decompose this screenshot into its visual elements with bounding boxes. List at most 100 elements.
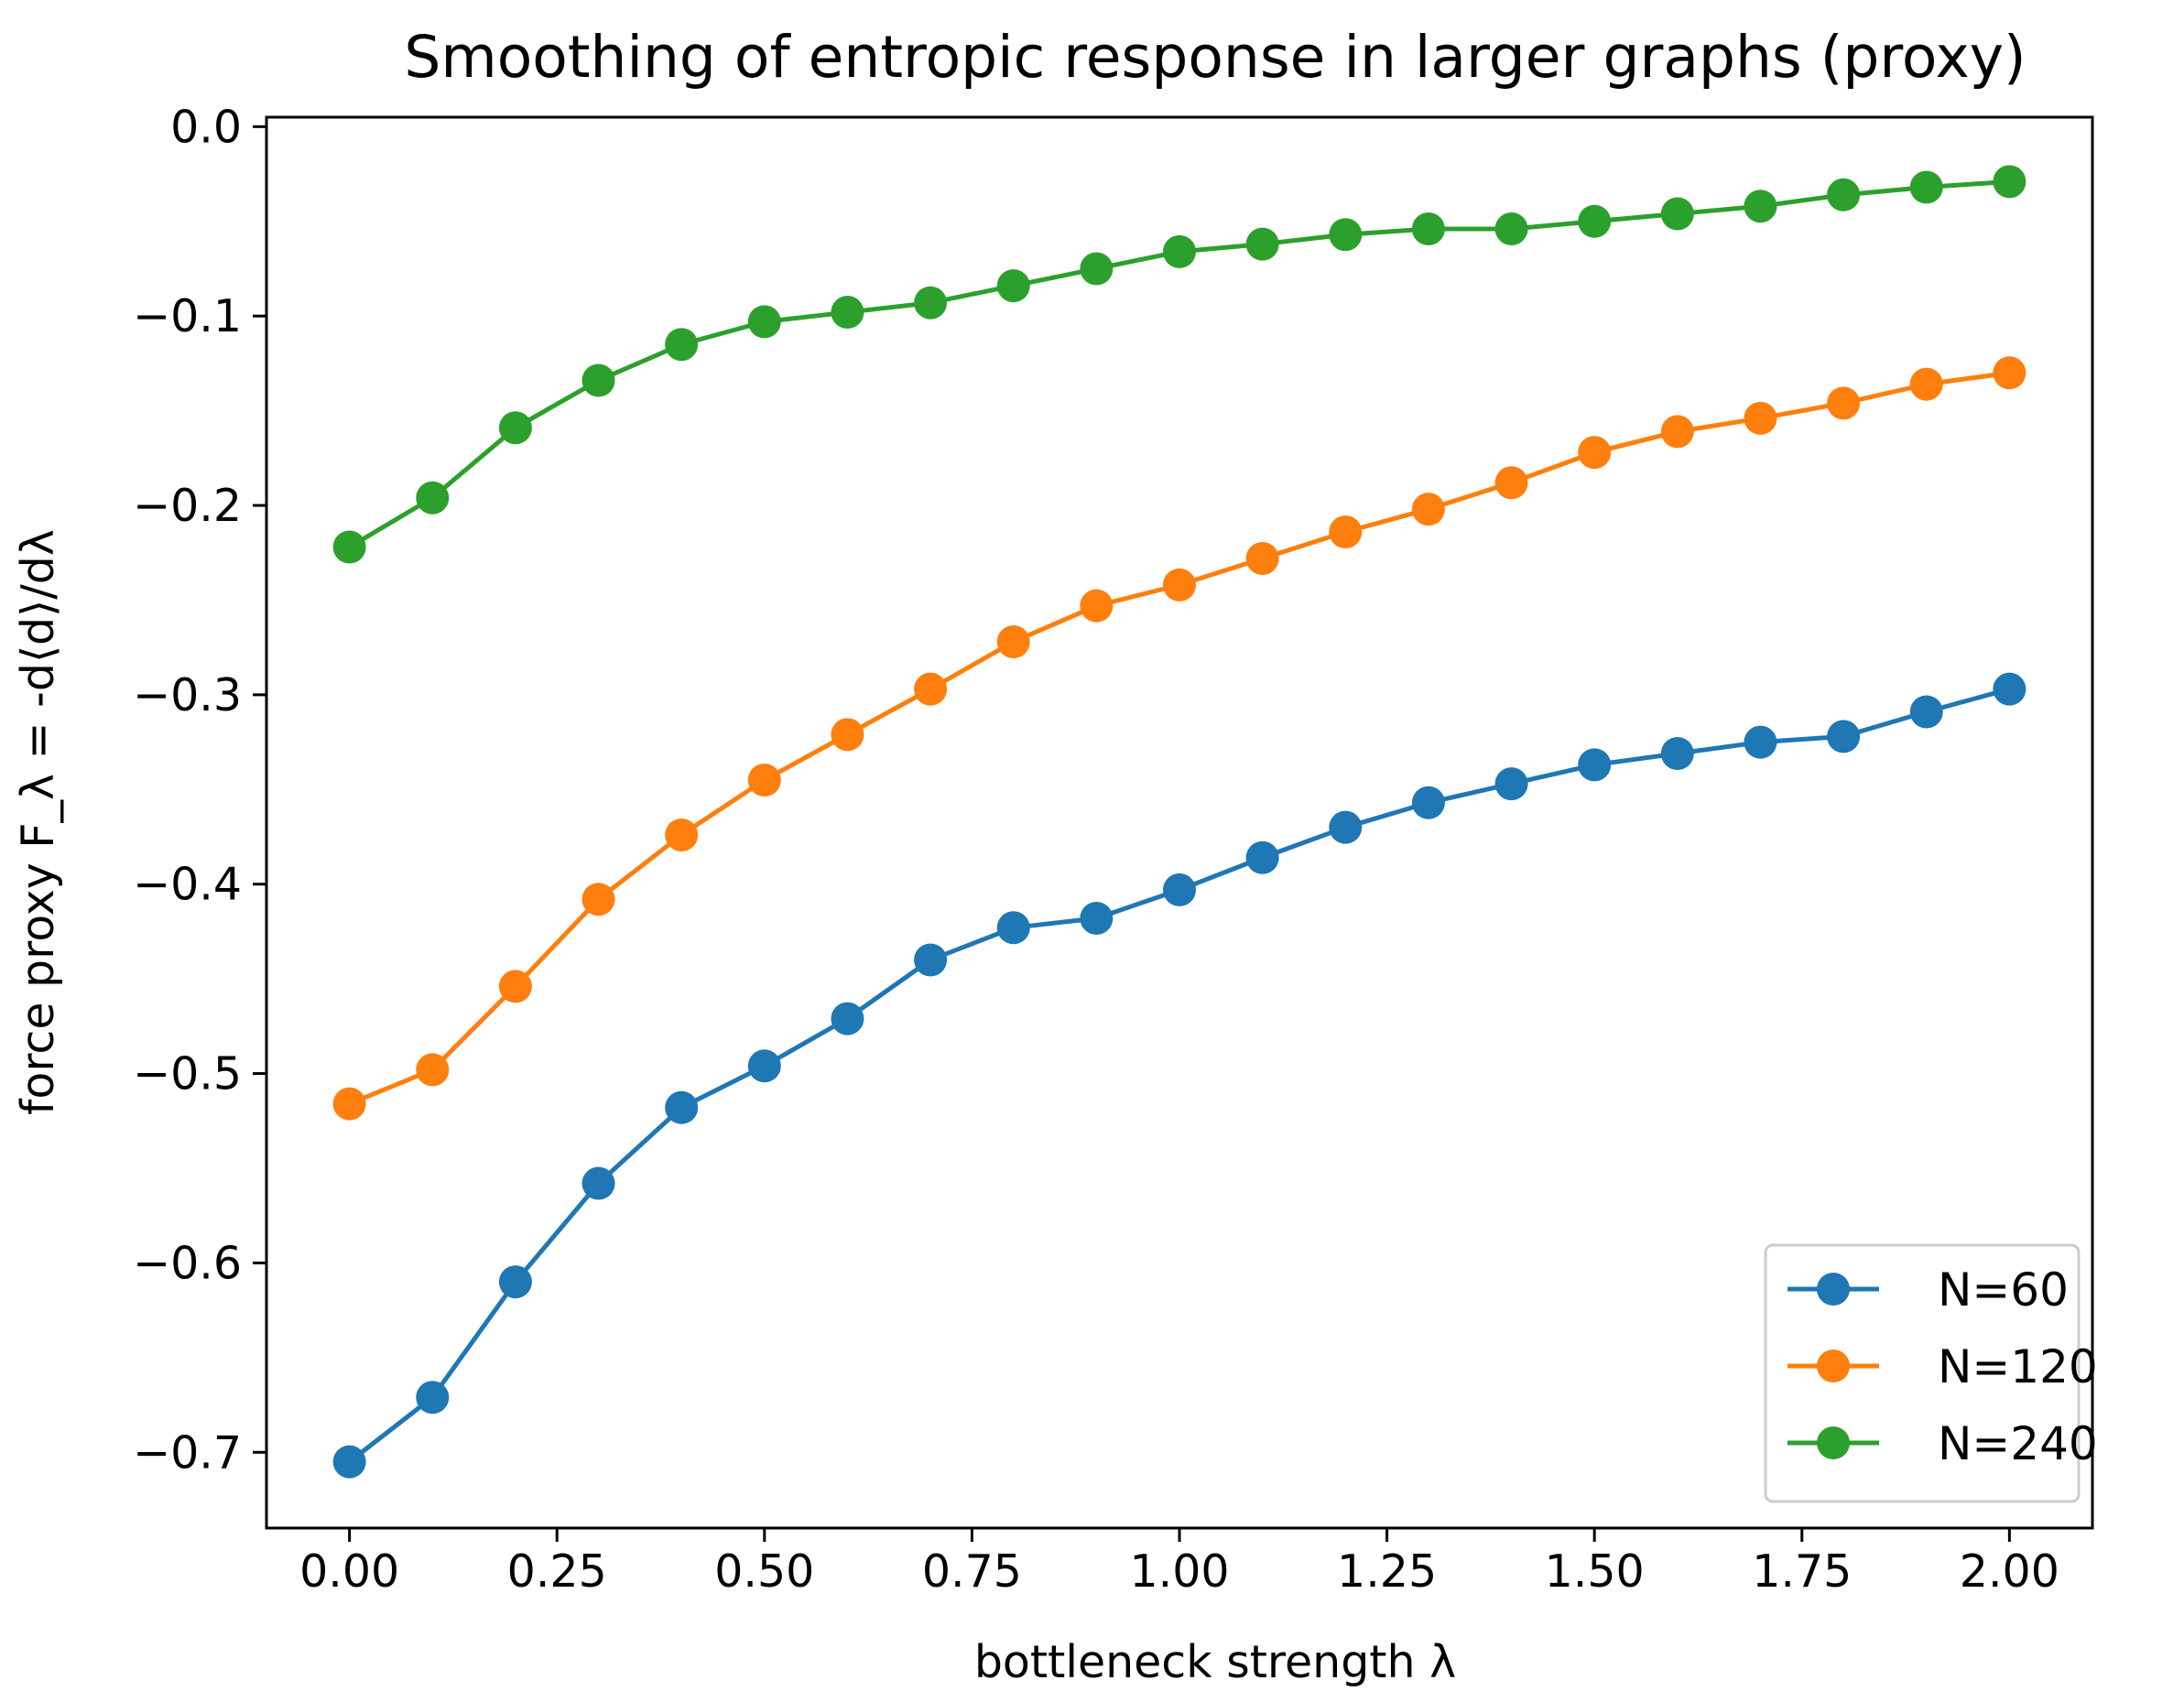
data-point-n-240 (1080, 252, 1114, 286)
legend-label: N=120 (1938, 1340, 2098, 1393)
x-tick-label: 0.75 (922, 1545, 1022, 1598)
x-tick-label: 0.00 (299, 1545, 399, 1598)
legend-label: N=60 (1938, 1263, 2069, 1317)
legend-marker (1817, 1426, 1850, 1459)
data-point-n-120 (1163, 568, 1196, 602)
data-point-n-60 (498, 1265, 532, 1299)
data-point-n-120 (1660, 415, 1694, 449)
data-point-n-240 (1163, 234, 1196, 268)
data-point-n-120 (747, 763, 781, 797)
y-tick-label: −0.2 (133, 480, 242, 532)
data-point-n-60 (996, 911, 1030, 945)
data-point-n-240 (665, 328, 699, 362)
y-tick-label: −0.5 (133, 1048, 242, 1100)
series-n-60 (332, 672, 2026, 1479)
data-point-n-240 (914, 286, 948, 320)
data-point-n-60 (416, 1381, 450, 1415)
y-axis: 0.0 −0.1 −0.2 −0.3 −0.4 −0.5 −0.6 −0.7 (133, 101, 266, 1479)
data-point-n-120 (996, 624, 1030, 658)
legend-item-n-120: N=120 (1787, 1340, 2098, 1393)
y-tick-label: −0.1 (133, 290, 242, 342)
data-point-n-60 (1660, 737, 1694, 771)
data-point-n-240 (332, 530, 366, 564)
x-axis: 0.00 0.25 0.50 0.75 1.00 1.25 1.50 1.75 2.00 (299, 1528, 2059, 1598)
data-point-n-120 (1329, 515, 1363, 548)
data-point-n-240 (1993, 165, 2026, 199)
y-tick-label: −0.3 (133, 669, 242, 721)
data-point-n-60 (581, 1166, 615, 1200)
data-point-n-240 (1909, 170, 1943, 204)
legend-marker (1817, 1350, 1850, 1382)
data-point-n-120 (1909, 367, 1943, 401)
data-point-n-120 (1993, 356, 2026, 390)
data-point-n-60 (831, 1002, 864, 1035)
data-point-n-240 (831, 296, 864, 330)
legend-label: N=240 (1938, 1417, 2098, 1470)
data-point-n-120 (581, 883, 615, 916)
data-point-n-120 (1411, 493, 1445, 526)
data-point-n-240 (1660, 197, 1694, 231)
data-point-n-60 (1993, 672, 2026, 706)
x-tick-label: 0.25 (507, 1545, 607, 1598)
x-tick-label: 1.75 (1752, 1545, 1852, 1598)
data-point-n-60 (1578, 748, 1612, 782)
data-point-n-60 (914, 943, 948, 977)
data-point-n-240 (1411, 212, 1445, 246)
data-point-n-120 (1245, 541, 1279, 575)
data-point-n-120 (914, 672, 948, 706)
data-point-n-240 (747, 305, 781, 339)
series-n-120 (332, 356, 2026, 1121)
chart-title: Smoothing of entropic response in larger… (404, 24, 2026, 91)
data-point-n-120 (332, 1087, 366, 1121)
y-tick-label: −0.4 (133, 859, 242, 911)
y-axis-label: force proxy F_λ = -d⟨d⟩/dλ (12, 529, 64, 1115)
data-point-n-60 (1163, 873, 1196, 906)
data-point-n-240 (1744, 190, 1777, 223)
data-point-n-120 (831, 718, 864, 752)
data-point-n-60 (1909, 695, 1943, 729)
data-point-n-120 (498, 970, 532, 1003)
data-point-n-240 (416, 481, 450, 515)
data-point-n-60 (1494, 767, 1528, 801)
data-point-n-120 (665, 818, 699, 851)
data-point-n-60 (1744, 725, 1777, 759)
data-point-n-120 (1080, 589, 1114, 623)
x-tick-label: 1.00 (1129, 1545, 1229, 1598)
data-point-n-240 (1245, 227, 1279, 261)
data-point-n-60 (332, 1445, 366, 1479)
x-tick-label: 2.00 (1960, 1545, 2059, 1598)
legend: N=60 N=120 N=240 (1764, 1243, 2098, 1503)
data-point-n-240 (996, 269, 1030, 303)
data-point-n-60 (1329, 810, 1363, 844)
series-layer (332, 165, 2026, 1479)
legend-item-n-60: N=60 (1787, 1263, 2069, 1317)
data-point-n-60 (665, 1090, 699, 1124)
legend-marker (1817, 1273, 1850, 1306)
data-point-n-240 (1494, 212, 1528, 246)
data-point-n-60 (1827, 720, 1861, 753)
data-point-n-60 (1245, 840, 1279, 874)
data-point-n-240 (498, 411, 532, 445)
data-point-n-60 (1080, 901, 1114, 935)
x-tick-label: 1.50 (1545, 1545, 1645, 1598)
data-point-n-240 (581, 363, 615, 397)
y-tick-label: −0.6 (133, 1237, 242, 1289)
data-point-n-120 (1494, 466, 1528, 500)
data-point-n-120 (416, 1053, 450, 1087)
y-tick-label: 0.0 (170, 101, 242, 153)
y-tick-label: −0.7 (133, 1426, 242, 1479)
x-tick-label: 0.50 (714, 1545, 814, 1598)
legend-item-n-240: N=240 (1787, 1417, 2098, 1470)
data-point-n-120 (1744, 401, 1777, 435)
data-point-n-240 (1827, 178, 1861, 211)
data-point-n-120 (1827, 386, 1861, 420)
x-tick-label: 1.25 (1337, 1545, 1437, 1598)
data-point-n-120 (1578, 436, 1612, 470)
series-n-240 (332, 165, 2026, 564)
x-axis-label: bottleneck strength λ (974, 1636, 1456, 1688)
data-point-n-60 (1411, 786, 1445, 819)
data-point-n-240 (1329, 218, 1363, 252)
data-point-n-60 (747, 1049, 781, 1083)
